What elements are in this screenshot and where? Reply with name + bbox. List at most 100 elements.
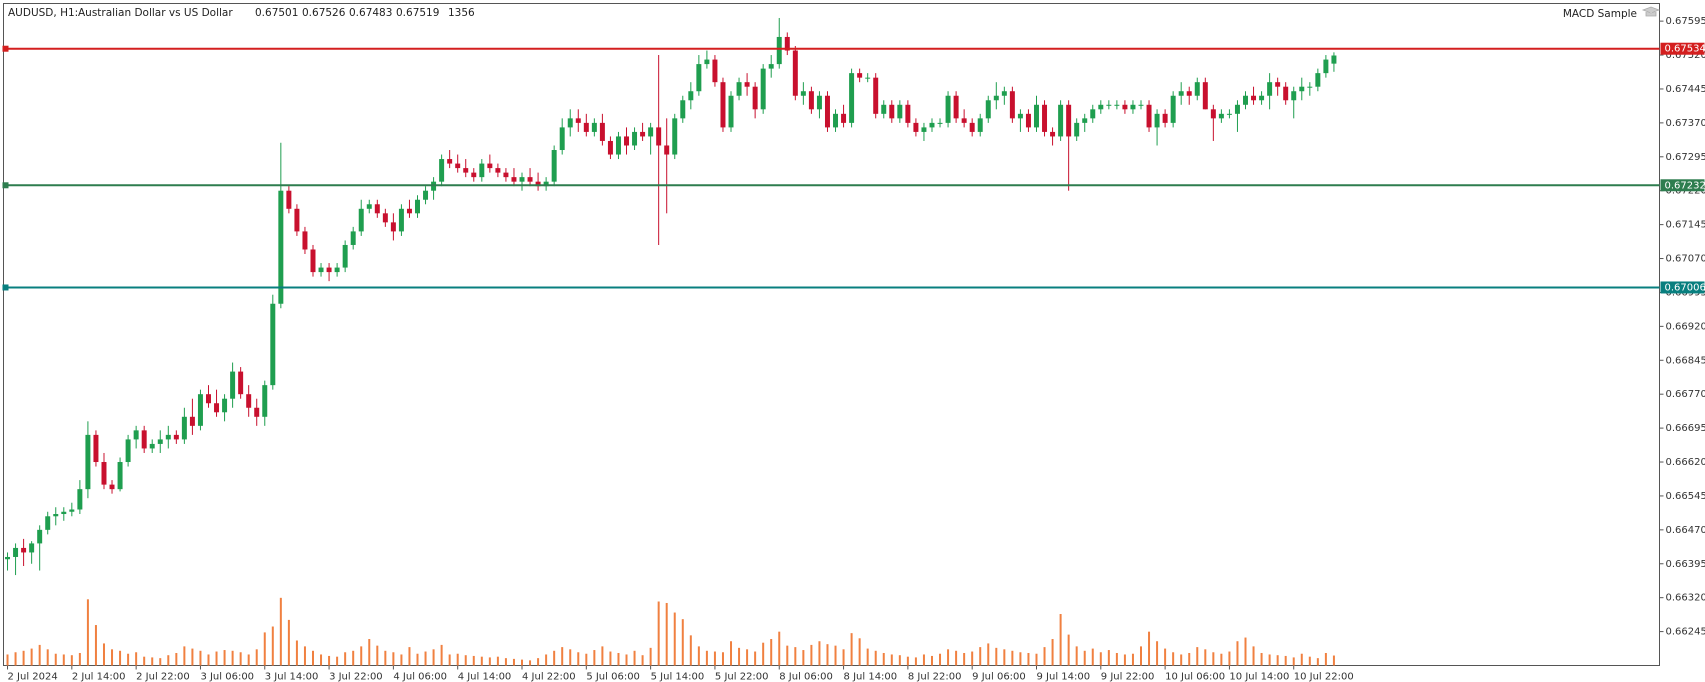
- x-tick-label: 8 Jul 06:00: [779, 672, 833, 682]
- candle-body: [45, 516, 51, 530]
- volume-bar: [1035, 653, 1038, 666]
- candle-body: [214, 403, 220, 413]
- volume-bar: [287, 619, 290, 666]
- candle-body: [1307, 86, 1313, 88]
- candle-body: [567, 118, 573, 128]
- volume-bar: [352, 650, 355, 666]
- volume-bar: [850, 633, 853, 666]
- candle-body: [1082, 118, 1088, 123]
- candle-body: [262, 385, 268, 417]
- volume-bar: [6, 654, 9, 666]
- volume-bar: [826, 644, 829, 666]
- candle-body: [53, 514, 59, 517]
- volume-bar: [1332, 655, 1335, 666]
- level-label: 0.67534: [1665, 44, 1705, 55]
- volume-bar: [979, 647, 982, 666]
- y-tick-label: 0.66545: [1666, 491, 1705, 502]
- volume-bar: [159, 658, 162, 666]
- candle-body: [423, 190, 429, 200]
- volume-bar: [488, 657, 491, 666]
- candle-body: [415, 199, 420, 214]
- candle-body: [254, 407, 260, 417]
- volume-bar: [914, 657, 917, 666]
- volume-bar: [545, 654, 548, 666]
- volume-bar: [786, 645, 789, 666]
- candle-body: [294, 208, 300, 232]
- volume-bar: [143, 656, 146, 666]
- volume-bar: [593, 650, 596, 666]
- volume-bar: [810, 644, 813, 666]
- candle-body: [1009, 91, 1015, 119]
- candle-body: [865, 77, 871, 79]
- volume-bar: [408, 647, 411, 666]
- volume-bar: [922, 654, 925, 666]
- y-tick-label: 0.66770: [1666, 389, 1705, 400]
- candle-body: [495, 168, 501, 173]
- volume-bar: [730, 641, 733, 666]
- volume-bar: [1059, 614, 1062, 666]
- candle-body: [632, 131, 638, 146]
- volume-bar: [320, 654, 323, 666]
- candle-body: [1299, 86, 1305, 92]
- volume-bar: [1324, 652, 1327, 666]
- y-tick-label: 0.66245: [1666, 627, 1705, 638]
- volume-bar: [834, 645, 837, 666]
- candle-body: [439, 159, 445, 182]
- volume-bar: [1300, 653, 1303, 666]
- candle-body: [937, 122, 943, 124]
- volume-bar: [673, 612, 676, 666]
- volume-bar: [504, 658, 507, 666]
- candle-body: [238, 371, 244, 395]
- candle-body: [921, 127, 927, 132]
- candle-body: [543, 181, 549, 187]
- volume-bar: [1204, 649, 1207, 666]
- candle-body: [784, 36, 790, 51]
- volume-bar: [906, 656, 909, 666]
- candle-body: [1154, 113, 1160, 128]
- candle-body: [881, 104, 887, 114]
- volume-bar: [1164, 648, 1167, 666]
- x-tick-label: 2 Jul 14:00: [72, 672, 126, 682]
- candle-body: [768, 64, 774, 69]
- candle-body: [1033, 104, 1039, 128]
- volume-bar: [368, 639, 371, 666]
- candle-body: [744, 82, 750, 87]
- candle-body: [535, 181, 541, 187]
- candle-body: [953, 95, 959, 119]
- candle-body: [1323, 59, 1329, 74]
- volume-bar: [721, 652, 724, 666]
- candle-body: [969, 122, 975, 132]
- volume-bar: [86, 599, 89, 666]
- candle-body: [77, 489, 83, 510]
- volume-bar: [239, 652, 242, 666]
- x-tick-label: 10 Jul 06:00: [1165, 672, 1225, 682]
- candle-body: [1146, 104, 1152, 128]
- candle-body: [977, 118, 983, 132]
- volume-bar: [1196, 647, 1199, 666]
- x-tick-label: 4 Jul 06:00: [393, 672, 447, 682]
- candle-body: [1066, 104, 1072, 137]
- volume-bar: [1244, 637, 1247, 666]
- y-tick-label: 0.66845: [1666, 355, 1705, 366]
- candle-body: [447, 159, 453, 164]
- volume-bar: [537, 658, 540, 666]
- volume-bar: [649, 647, 652, 666]
- volume-bar: [512, 658, 515, 666]
- volume-bar: [521, 659, 524, 666]
- volume-bar: [569, 649, 572, 666]
- x-tick-label: 10 Jul 22:00: [1294, 672, 1354, 682]
- candle-body: [406, 208, 412, 214]
- x-tick-label: 2 Jul 22:00: [136, 672, 190, 682]
- volume-bar: [1019, 652, 1022, 666]
- plot-frame: [3, 3, 1660, 666]
- y-tick-label: 0.66320: [1666, 593, 1705, 604]
- candle-body: [760, 68, 766, 110]
- volume-bar: [609, 651, 612, 666]
- last-close: 0.67519: [396, 7, 439, 19]
- volume-bar: [802, 650, 805, 666]
- volume-bar: [681, 619, 684, 666]
- volume-bar: [62, 654, 65, 666]
- candle-body: [841, 113, 847, 123]
- candle-body: [985, 100, 991, 119]
- volume-bar: [440, 644, 443, 666]
